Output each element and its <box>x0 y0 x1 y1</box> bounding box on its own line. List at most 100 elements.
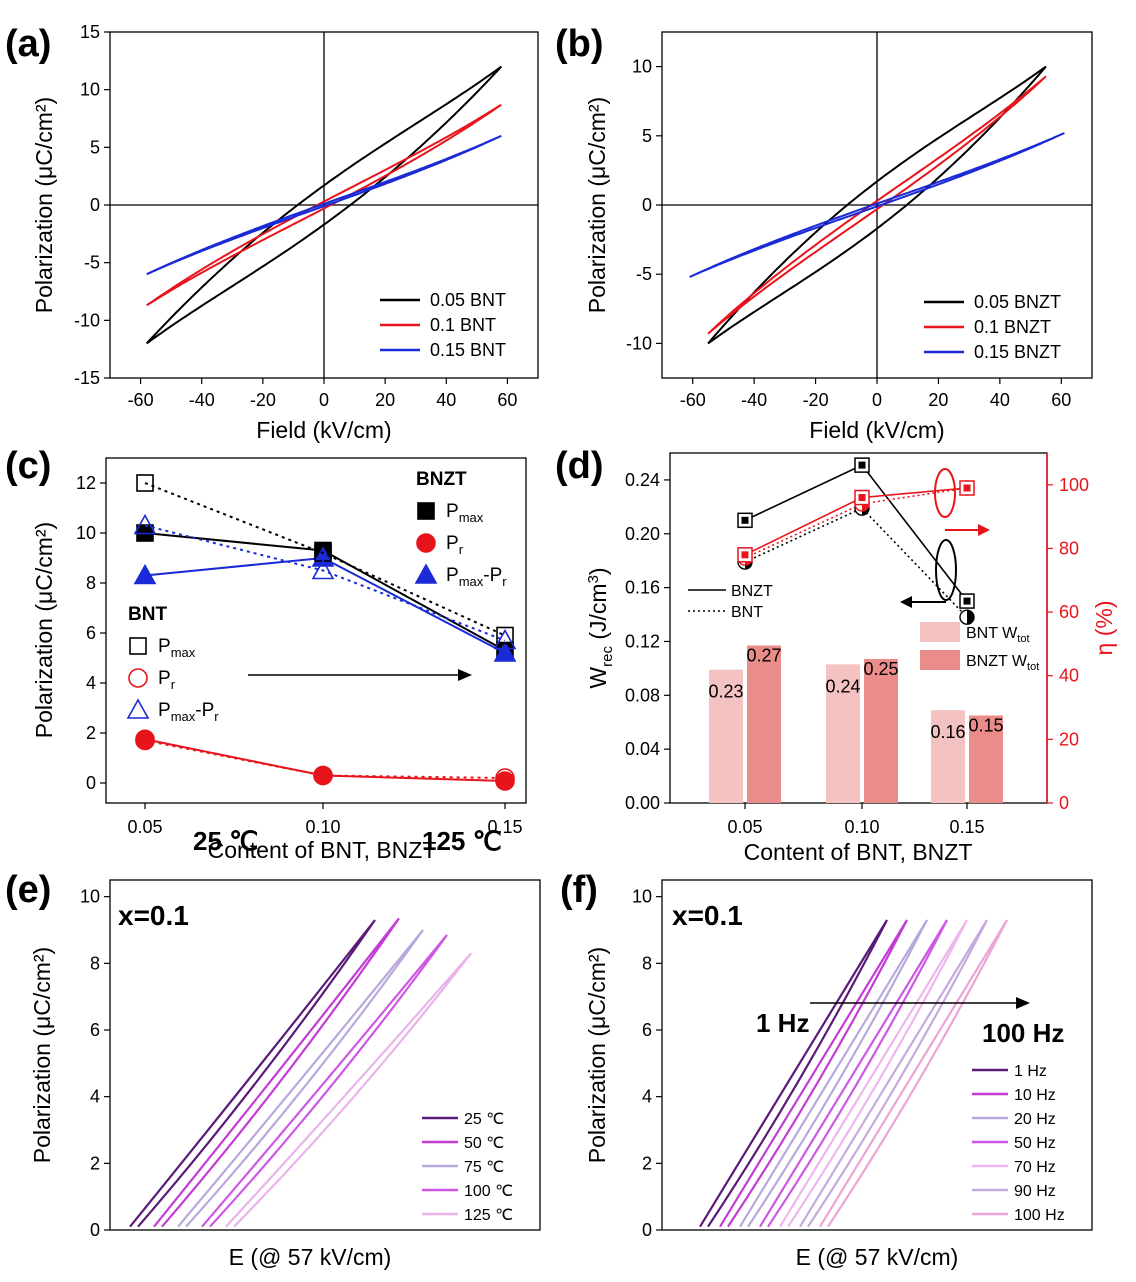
y-tick-label: -5 <box>636 264 652 284</box>
data-point-half <box>967 610 975 625</box>
legend-label: 0.1 BNT <box>430 315 496 335</box>
sweep-curve-4 <box>201 934 448 1228</box>
y-tick-label: 8 <box>90 953 100 973</box>
panel-label-e: (e) <box>5 869 51 911</box>
panel-a: (a) -60 -40 -20 0 20 40 60 -15 -10 -5 0 5 10 15 Field… <box>5 22 539 443</box>
pe-loop-1 <box>707 65 1047 345</box>
panel-label-b: (b) <box>555 23 604 65</box>
panel-label-c: (c) <box>5 445 51 487</box>
y-tick-label-left: 0.24 <box>625 470 660 490</box>
sweep-curve-5 <box>225 952 472 1228</box>
legend-marker <box>129 637 147 655</box>
data-point <box>313 765 333 786</box>
y-tick-label: 10 <box>632 887 652 907</box>
y-tick-label: 0 <box>86 773 96 793</box>
y-tick-label: 0 <box>642 195 652 215</box>
x-tick-label: 40 <box>990 390 1010 410</box>
x-tick-label: -20 <box>803 390 829 410</box>
legend-label: 10 Hz <box>1014 1087 1056 1104</box>
legend-label: 0.1 BNZT <box>974 317 1051 337</box>
arrow-end-label: 125 ℃ <box>422 826 502 856</box>
sweep-curve-5 <box>779 919 968 1228</box>
sweep-curve-2 <box>719 919 908 1228</box>
y-tick-label-right: 100 <box>1059 475 1089 495</box>
x-tick-label: 0.10 <box>844 817 879 837</box>
legend-label: 100 Hz <box>1014 1207 1065 1224</box>
y-tick-label-right: 0 <box>1059 793 1069 813</box>
x-tick-label: 60 <box>1051 390 1071 410</box>
y-tick-label-right: 40 <box>1059 666 1079 686</box>
arrow-end-label: 100 Hz <box>982 1018 1064 1048</box>
data-point-center <box>858 494 866 502</box>
panel-label-a: (a) <box>5 23 51 65</box>
data-point-center <box>741 551 749 559</box>
y-tick-label: 6 <box>90 1020 100 1040</box>
legend-group-title: BNZT <box>416 469 467 490</box>
y-tick-label: 0 <box>90 1220 100 1240</box>
legend-label: 25 ℃ <box>464 1111 504 1128</box>
legend-label: 75 ℃ <box>464 1159 504 1176</box>
panel-e: (e) 0 2 4 6 8 10 E (@ 57 kV/cm) Polarization … <box>5 669 541 1270</box>
sweep-curve-3 <box>739 919 928 1228</box>
y-tick-label: 4 <box>642 1087 652 1107</box>
pe-loop-2 <box>146 103 502 307</box>
legend-label: BNT Wtot <box>966 625 1030 645</box>
x-tick-label: -40 <box>741 390 767 410</box>
y-axis-label-b: Polarization (μC/cm²) <box>584 97 610 313</box>
legend-label: Pr <box>446 533 464 557</box>
legend-label: Pr <box>158 668 176 692</box>
legend-label: 50 Hz <box>1014 1135 1056 1152</box>
bar <box>826 664 860 803</box>
legend-swatch <box>920 650 960 670</box>
legend-label: 1 Hz <box>1014 1063 1047 1080</box>
sweep-curve-2 <box>153 917 400 1228</box>
sweep-curve-3 <box>177 929 424 1228</box>
x-axis-label-e: E (@ 57 kV/cm) <box>229 1244 392 1270</box>
wrec-ellipse <box>935 539 957 601</box>
y-tick-label: 8 <box>642 953 652 973</box>
data-point-center <box>963 484 971 492</box>
y-axis-label-a: Polarization (μC/cm²) <box>31 97 57 313</box>
panel-d: (d) 0.23 0.24 0.16 0.27 0.25 0.15 0.05 0.10 0.1… <box>555 445 1117 865</box>
legend-group-title: BNT <box>128 604 167 625</box>
y-tick-label-right: 60 <box>1059 602 1079 622</box>
legend-label: 0.15 BNT <box>430 340 506 360</box>
y-tick-label: -10 <box>626 333 652 353</box>
sweep-curve-1 <box>699 919 888 1228</box>
sweep-curve-1 <box>129 919 376 1228</box>
y-tick-label: 10 <box>80 80 100 100</box>
legend-label: BNZT Wtot <box>966 653 1039 673</box>
data-point <box>133 513 157 535</box>
plot-frame-f <box>661 879 1093 1231</box>
eta-ellipse <box>934 468 956 518</box>
x-tick-label: -60 <box>680 390 706 410</box>
y-tick-label: 5 <box>642 126 652 146</box>
y-tick-label: 10 <box>80 887 100 907</box>
y-tick-label: 10 <box>632 57 652 77</box>
x-axis-label-b: Field (kV/cm) <box>809 417 944 443</box>
y-tick-label-left: 0.20 <box>625 524 660 544</box>
y-tick-label: 0 <box>642 1220 652 1240</box>
legend-marker <box>417 502 435 520</box>
data-point <box>493 641 517 662</box>
y-tick-label-right: 80 <box>1059 538 1079 558</box>
legend-label: Pmax-Pr <box>446 565 507 589</box>
arrow-start-label: 25 ℃ <box>193 826 258 856</box>
legend-label: Pmax <box>446 501 484 525</box>
y-axis-label-d-right: η (%) <box>1091 601 1117 656</box>
panel-b: (b) -60 -40 -20 0 20 40 60 -10 -5 0 5 10 Field (kV/… <box>555 23 1093 443</box>
x-tick-label: 20 <box>375 390 395 410</box>
x-tick-label: 0.10 <box>305 817 340 837</box>
bar-value-label: 0.15 <box>968 716 1003 736</box>
data-point <box>311 558 335 580</box>
sweep-curve-4 <box>759 919 948 1228</box>
legend-label: 70 Hz <box>1014 1159 1056 1176</box>
data-point <box>493 628 517 650</box>
y-tick-label-left: 0.16 <box>625 578 660 598</box>
y-tick-label: -5 <box>84 253 100 273</box>
y-tick-label-left: 0.04 <box>625 739 660 759</box>
trend-arrowhead <box>458 669 472 681</box>
y-axis-label-c: Polarization (μC/cm²) <box>31 522 57 738</box>
composition-annotation: x=0.1 <box>672 900 743 931</box>
